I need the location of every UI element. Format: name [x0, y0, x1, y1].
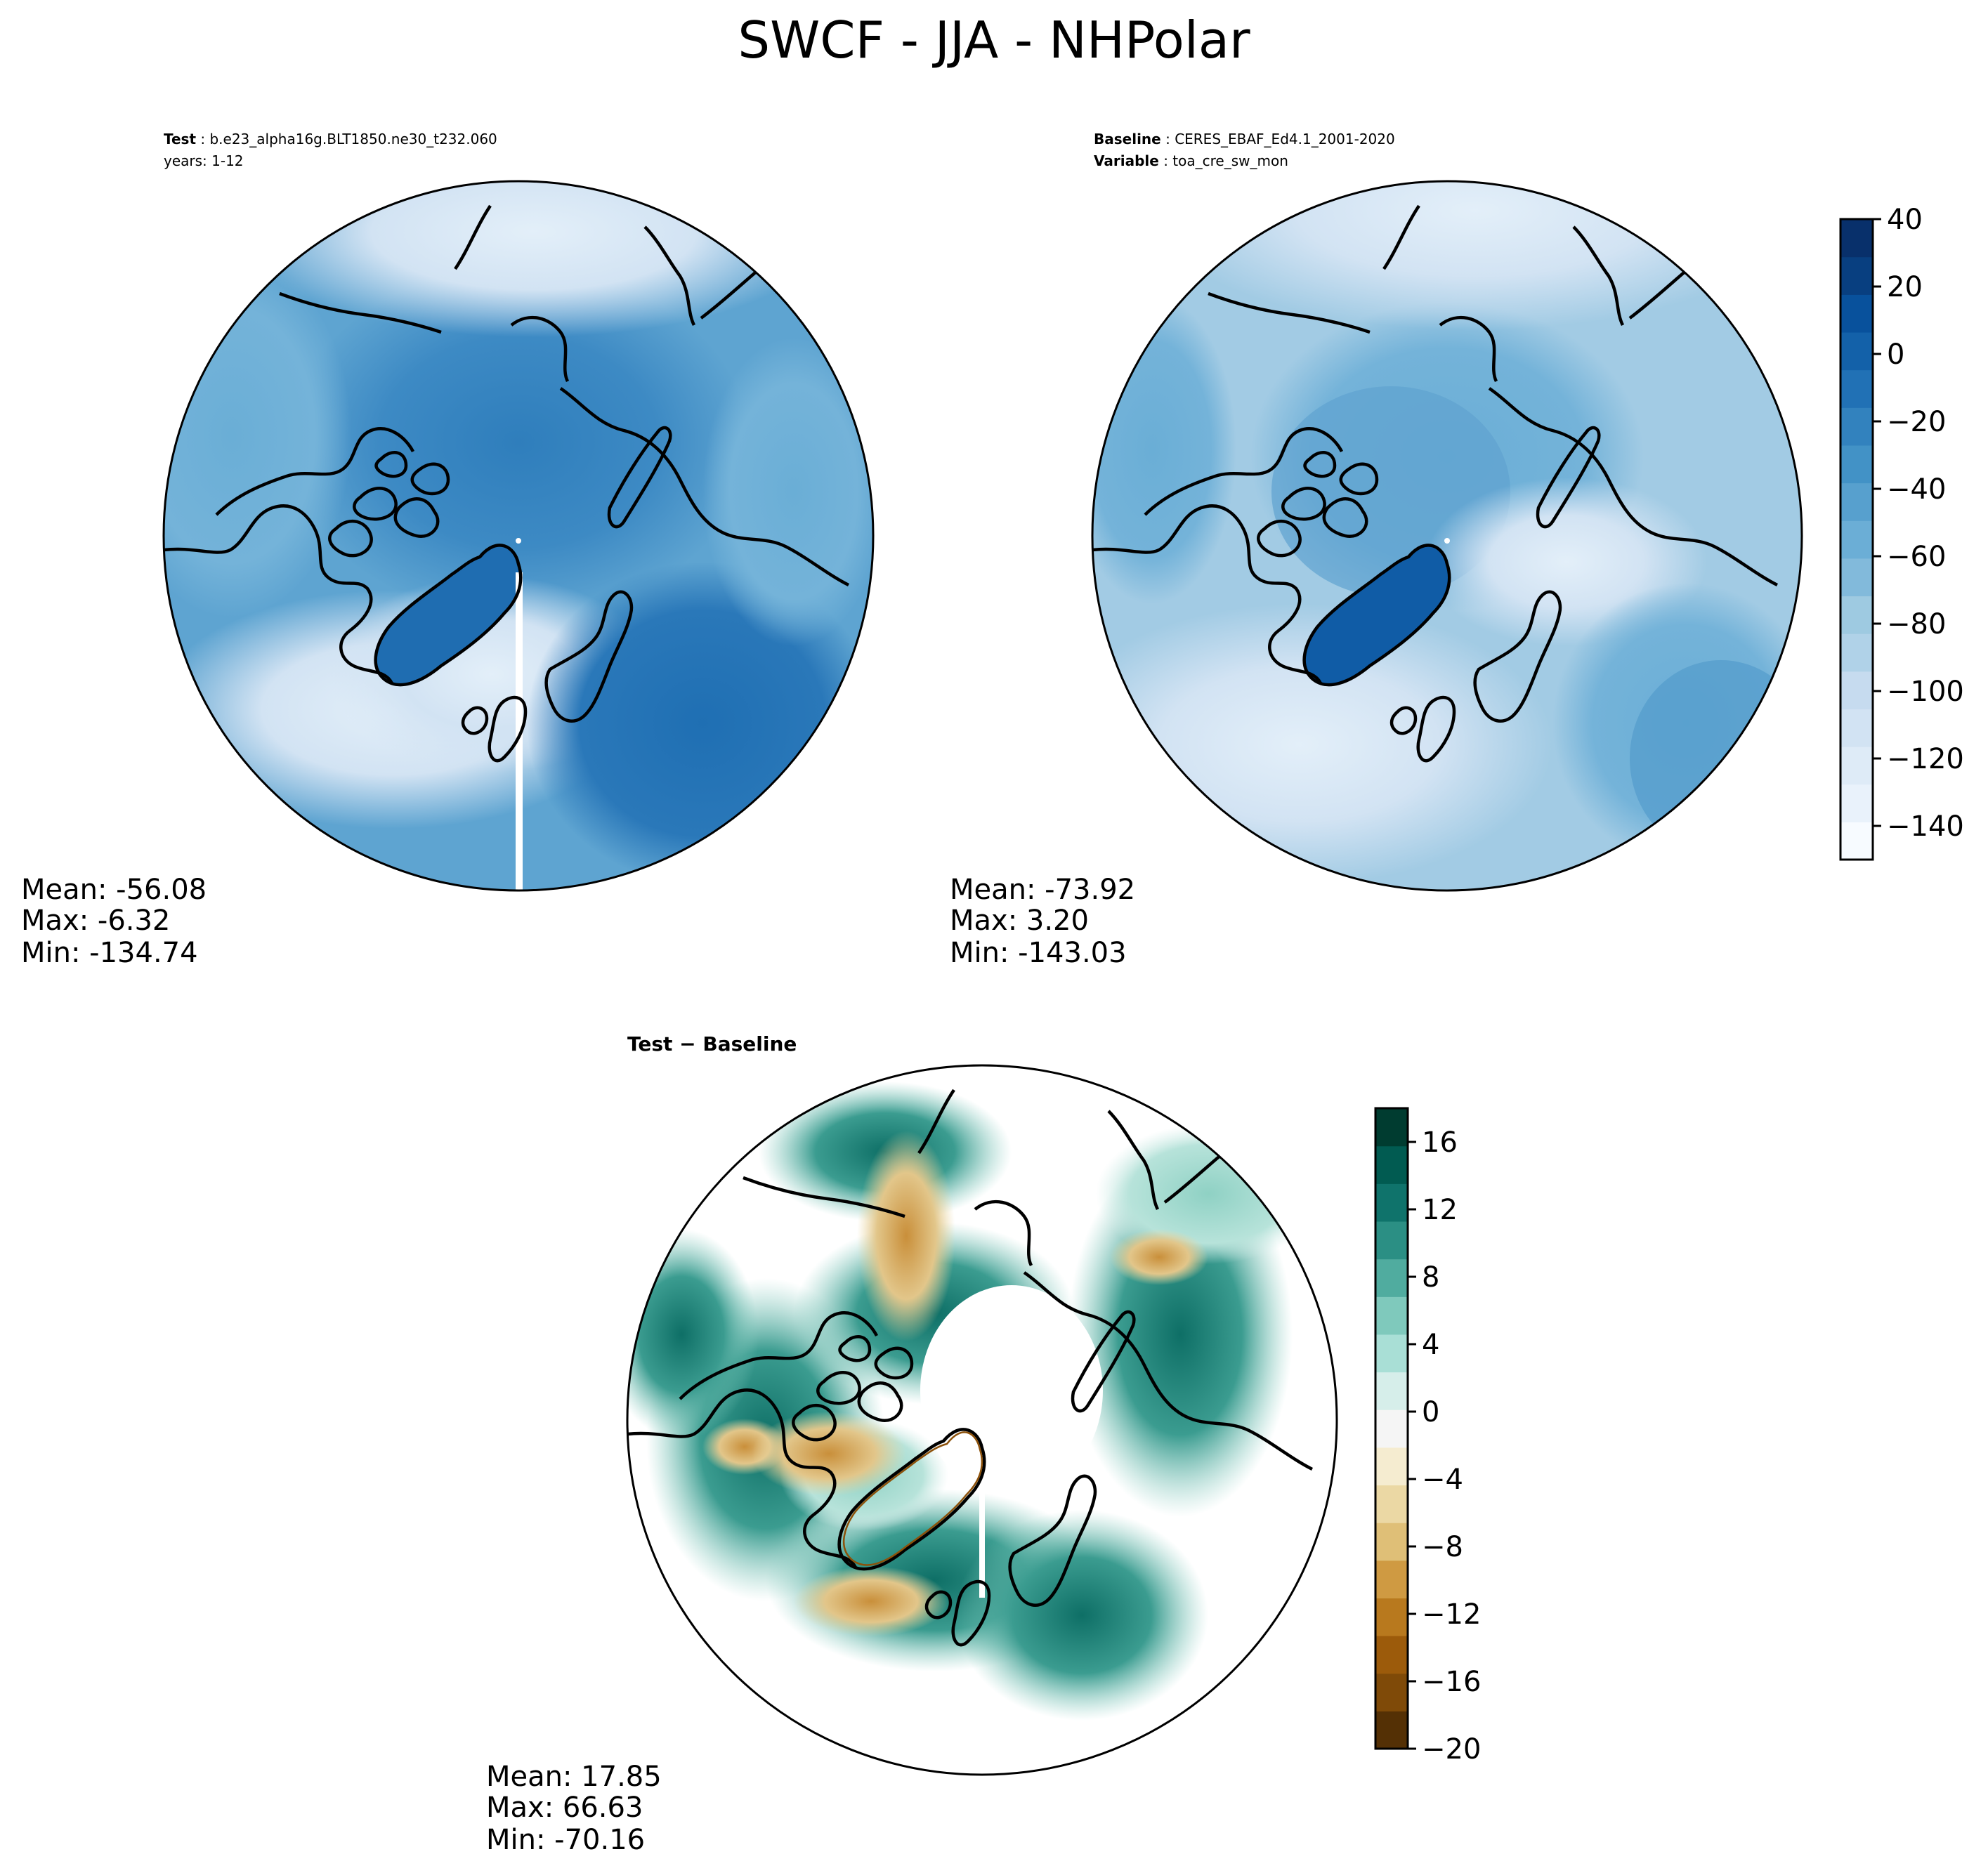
colorbar-diff-swatch [1375, 1523, 1408, 1561]
colorbar-diff-tick-label: −8 [1422, 1531, 1463, 1563]
colorbar-diff-swatch [1375, 1560, 1408, 1599]
colorbar-diff: 16 12 8 4 0 −4 −8 −12 −16 −20 [1374, 1107, 1481, 1766]
colorbar-main-swatch [1840, 369, 1873, 408]
colorbar-main-swatch [1840, 482, 1873, 521]
colorbar-main-swatch [1840, 331, 1873, 371]
colorbar-diff-tick-label: 4 [1422, 1329, 1439, 1361]
colorbar-diff-swatch [1375, 1485, 1408, 1523]
baseline-variable-value: toa_cre_sw_mon [1172, 152, 1288, 169]
colorbar-main-tick-label: −40 [1887, 473, 1946, 506]
colorbar-diff-swatch [1375, 1221, 1408, 1260]
diff-map [627, 1065, 1337, 1775]
colorbar-main-swatch [1840, 294, 1873, 333]
figure-title: SWCF - JJA - NHPolar [738, 11, 1250, 70]
test-map-border [162, 180, 875, 892]
colorbar-main-frame [1839, 218, 1874, 861]
colorbar-main-tick-label: −120 [1887, 743, 1964, 775]
colorbar-main-swatch [1840, 445, 1873, 484]
test-header-label: Test [164, 131, 196, 147]
colorbar-main-swatch [1840, 219, 1873, 258]
baseline-mean: Mean: -73.92 [950, 874, 1135, 906]
colorbar-diff-swatch [1375, 1636, 1408, 1674]
baseline-header-variable: Variable : toa_cre_sw_mon [1094, 152, 1288, 169]
colorbar-diff-tick-label: 0 [1422, 1396, 1439, 1428]
colorbar-main-tick-label: −80 [1887, 608, 1946, 640]
colorbar-diff-tick-label: −4 [1422, 1464, 1463, 1496]
colorbar-main-swatch [1840, 709, 1873, 747]
colorbar-main: 40 20 0 −20 −40 −60 −80 −100 −120 −140 [1839, 204, 1964, 861]
colorbar-main-tick-label: −60 [1887, 541, 1946, 573]
colorbar-main-swatch [1840, 671, 1873, 710]
colorbar-main-swatch [1840, 596, 1873, 634]
test-min: Min: -134.74 [21, 937, 198, 969]
test-map [164, 181, 873, 891]
baseline-variable-label: Variable [1094, 152, 1159, 169]
colorbar-diff-tick-label: 16 [1422, 1126, 1458, 1159]
diff-mean: Mean: 17.85 [486, 1761, 662, 1793]
colorbar-main-tick-label: −100 [1887, 676, 1964, 708]
colorbar-diff-swatch [1375, 1711, 1408, 1749]
colorbar-main-swatch [1840, 407, 1873, 446]
panel-baseline: Baseline : CERES_EBAF_Ed4.1_2001-2020 Va… [950, 131, 1803, 969]
test-header-sep: : [196, 131, 209, 147]
colorbar-diff-tick-label: 8 [1422, 1261, 1439, 1294]
colorbar-diff-tick-label: −20 [1422, 1733, 1481, 1766]
colorbar-diff-swatch [1375, 1598, 1408, 1636]
colorbar-diff-swatch [1375, 1447, 1408, 1486]
diff-min: Min: -70.16 [486, 1824, 645, 1856]
colorbar-main-swatch [1840, 558, 1873, 597]
colorbar-diff-tick-label: 12 [1422, 1194, 1458, 1226]
test-max: Max: -6.32 [21, 905, 170, 937]
panel-diff: Test − Baseline Me [486, 1032, 1338, 1856]
baseline-header-value: CERES_EBAF_Ed4.1_2001-2020 [1175, 131, 1395, 147]
colorbar-diff-swatch [1375, 1183, 1408, 1222]
colorbar-diff-swatch [1375, 1296, 1408, 1335]
colorbar-diff-swatch [1375, 1145, 1408, 1184]
baseline-map [1092, 181, 1802, 891]
test-header-years: years: 1-12 [164, 152, 244, 169]
colorbar-diff-swatch [1375, 1258, 1408, 1297]
test-mean: Mean: -56.08 [21, 874, 207, 906]
colorbar-main-swatch [1840, 747, 1873, 785]
colorbar-main-swatch [1840, 822, 1873, 860]
colorbar-diff-swatch [1375, 1372, 1408, 1410]
diff-header: Test − Baseline [627, 1032, 797, 1056]
colorbar-main-swatch [1840, 784, 1873, 822]
colorbar-main-tick-label: 20 [1887, 271, 1923, 303]
colorbar-diff-swatch [1375, 1108, 1408, 1147]
colorbar-main-swatch [1840, 256, 1873, 295]
colorbar-diff-swatch [1375, 1673, 1408, 1711]
diff-max: Max: 66.63 [486, 1792, 643, 1824]
colorbar-diff-tick-label: −16 [1422, 1666, 1481, 1698]
colorbar-main-swatch [1840, 633, 1873, 672]
test-header-value: b.e23_alpha16g.BLT1850.ne30_t232.060 [209, 131, 497, 147]
colorbar-main-tick-label: −140 [1887, 810, 1964, 843]
baseline-variable-sep: : [1159, 152, 1172, 169]
colorbar-main-tick-label: −20 [1887, 406, 1946, 438]
diff-map-border [626, 1064, 1338, 1776]
baseline-header-sep: : [1161, 131, 1175, 147]
baseline-max: Max: 3.20 [950, 905, 1089, 937]
baseline-header-label: Baseline [1094, 131, 1161, 147]
baseline-map-border [1091, 180, 1803, 892]
colorbar-main-tick-label: 0 [1887, 339, 1904, 371]
colorbar-main-swatch [1840, 520, 1873, 559]
colorbar-diff-swatch [1375, 1409, 1408, 1448]
test-header: Test : b.e23_alpha16g.BLT1850.ne30_t232.… [164, 131, 497, 147]
panel-test: Test : b.e23_alpha16g.BLT1850.ne30_t232.… [21, 131, 875, 969]
baseline-header: Baseline : CERES_EBAF_Ed4.1_2001-2020 [1094, 131, 1395, 147]
baseline-min: Min: -143.03 [950, 937, 1127, 969]
colorbar-diff-tick-label: −12 [1422, 1598, 1481, 1631]
colorbar-diff-frame [1374, 1107, 1409, 1750]
colorbar-main-tick-label: 40 [1887, 204, 1923, 236]
colorbar-diff-swatch [1375, 1334, 1408, 1373]
